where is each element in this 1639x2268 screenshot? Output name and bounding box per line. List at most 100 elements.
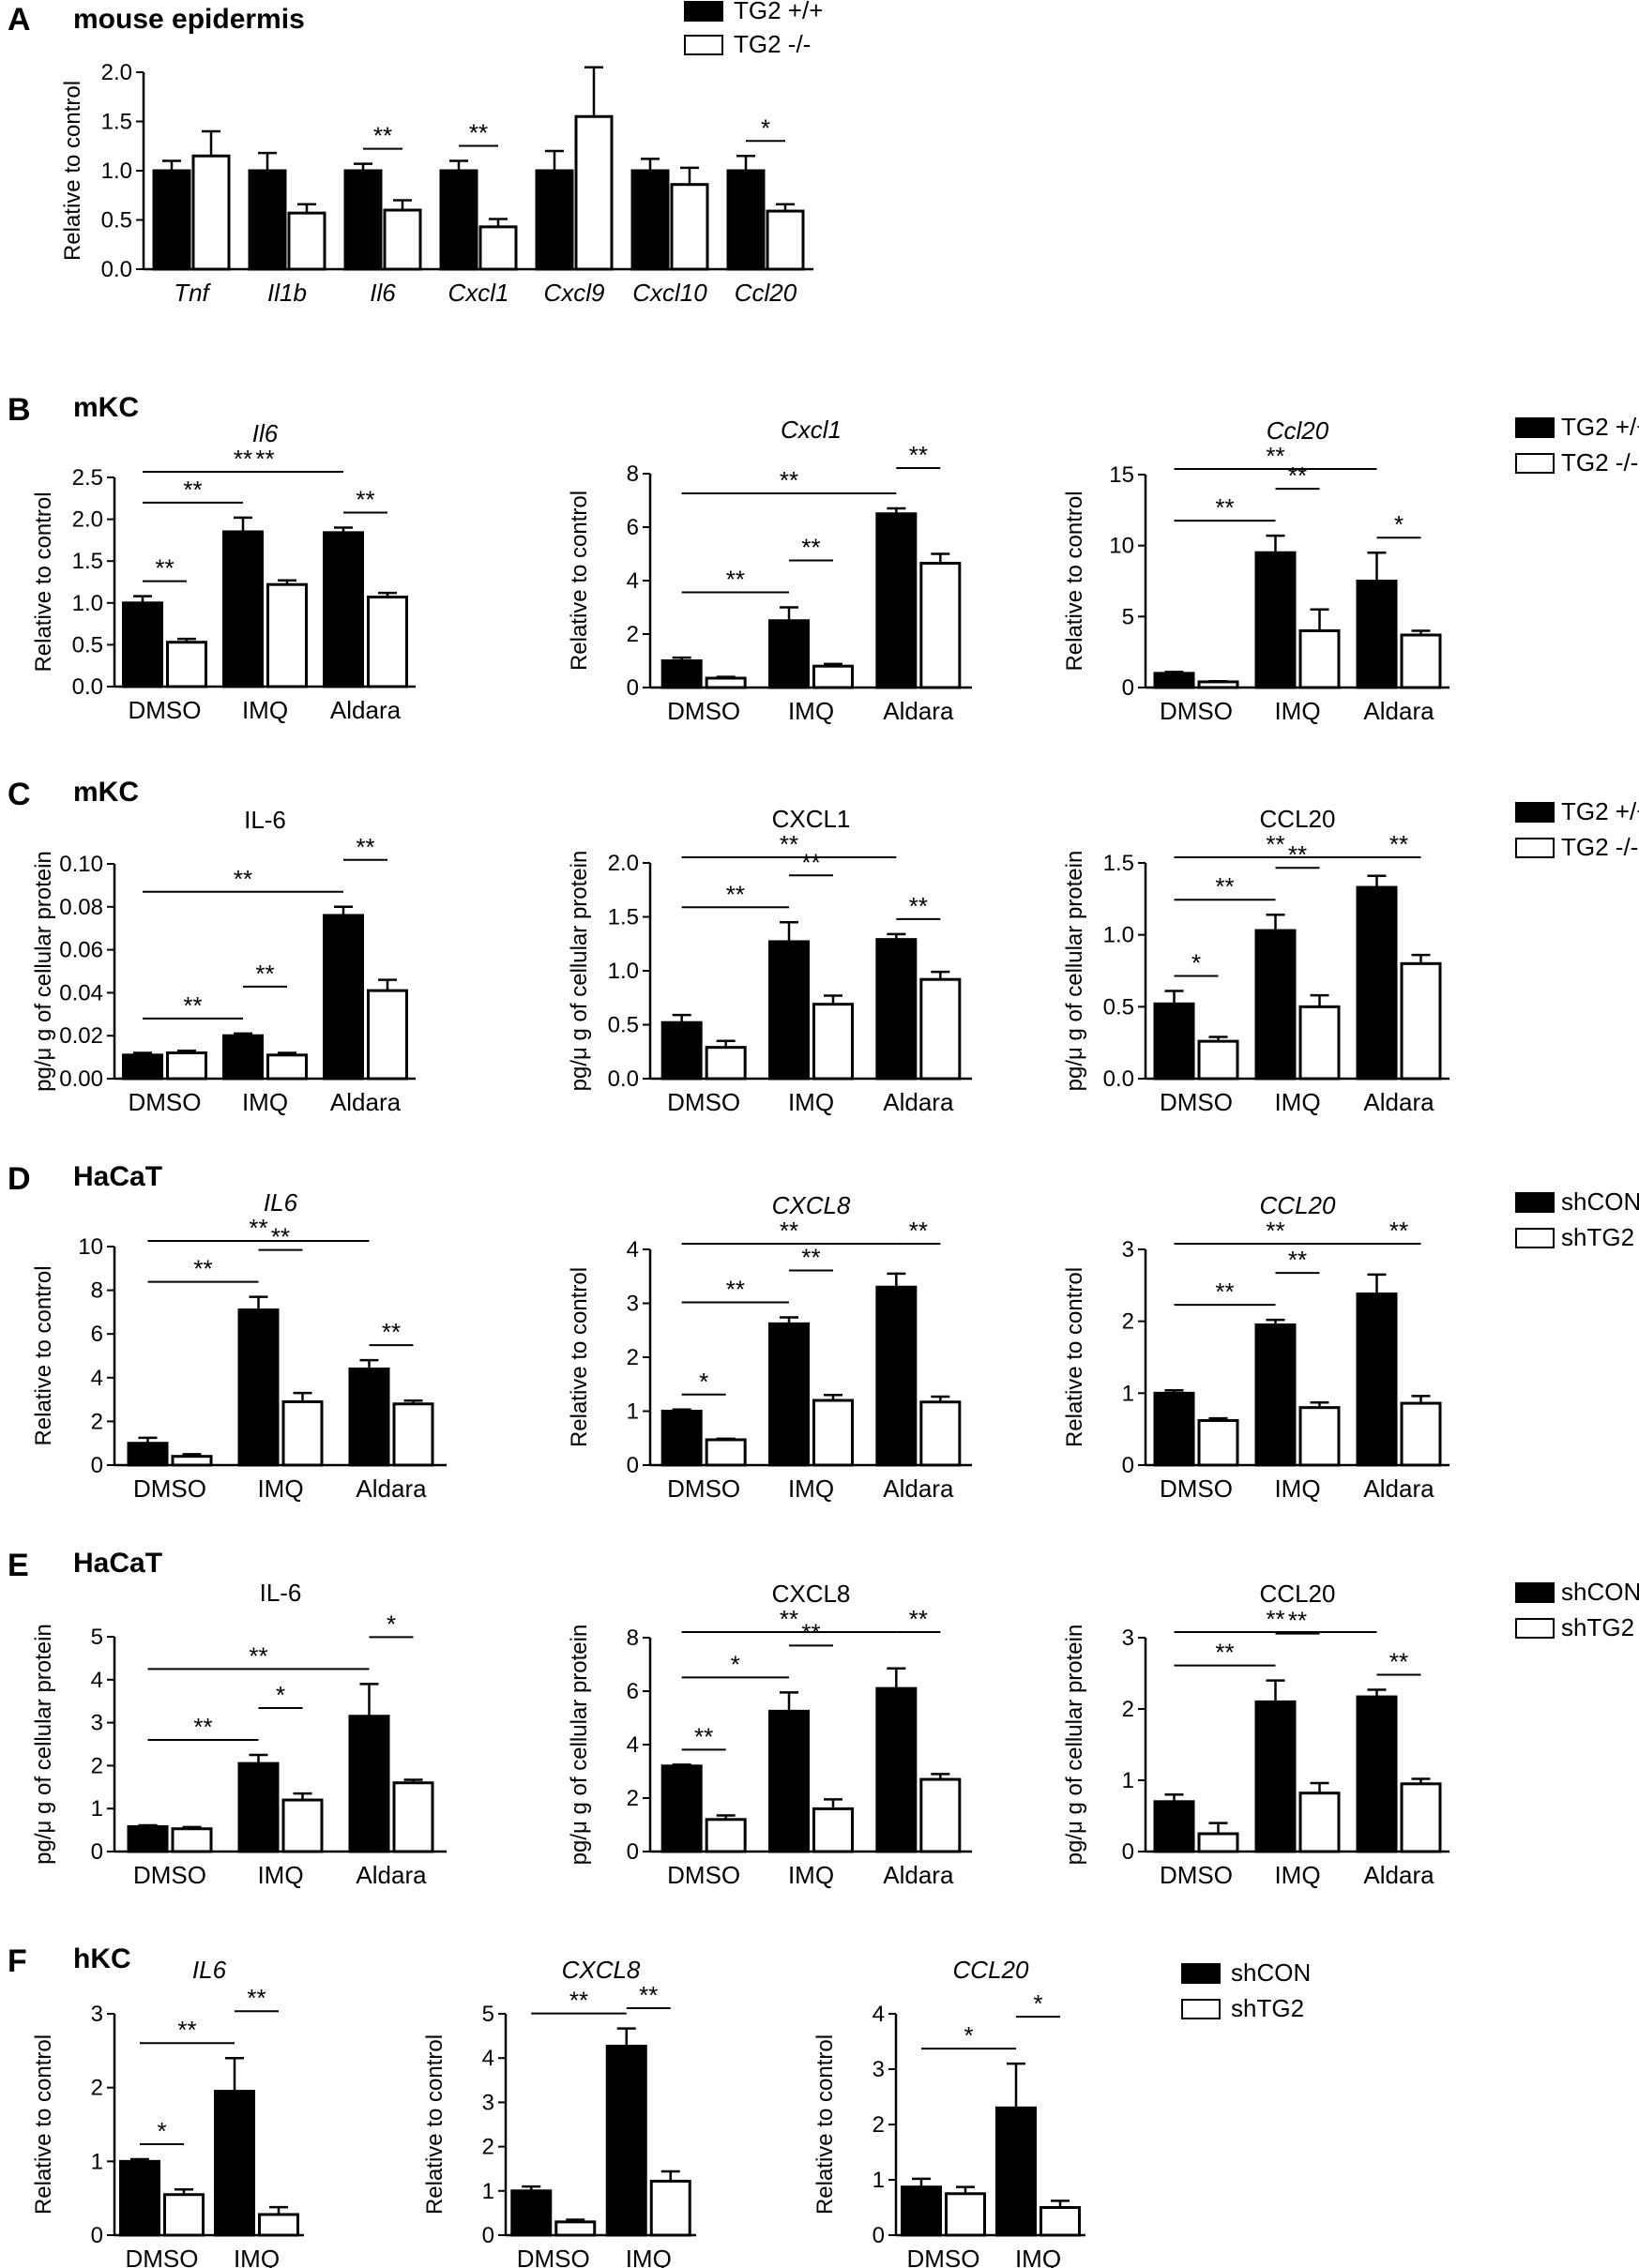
category-label: IMQ [788, 1861, 834, 1889]
category-label: IMQ [788, 697, 834, 725]
y-tick-label: 0.5 [101, 208, 132, 234]
y-tick-label: 1.5 [608, 905, 639, 930]
bar-open [171, 1455, 213, 1467]
y-tick-label: 5 [1122, 604, 1134, 629]
y-tick-label: 1.0 [101, 159, 132, 184]
significance-label: * [761, 113, 770, 142]
bar-open [670, 183, 709, 271]
y-tick-label: 3 [873, 2057, 885, 2082]
significance-label: ** [780, 1217, 798, 1245]
y-axis-label: Relative to control [422, 2034, 448, 2215]
significance-label: ** [155, 554, 174, 582]
significance-label: ** [569, 1987, 588, 2015]
legend-d-label-0: shCON [1561, 1187, 1639, 1216]
legend-f: shCON shTG2 [1181, 1958, 1311, 2022]
significance-label: ** [1288, 1607, 1307, 1635]
bar-open [766, 209, 805, 271]
y-tick-label: 3 [91, 2002, 103, 2027]
bar-open [812, 1003, 854, 1081]
legend-b: TG2 +/+ TG2 -/- [1515, 413, 1639, 476]
bar-open [705, 1818, 747, 1853]
category-label: Aldara [1363, 697, 1434, 725]
bar-open [1040, 2206, 1081, 2237]
y-tick-label: 0 [627, 675, 639, 701]
category-label: DMSO [129, 696, 202, 724]
cell-label-b: mKC [73, 392, 139, 423]
y-tick-label: 4 [91, 1668, 103, 1693]
y-tick-label: 2 [873, 2112, 885, 2138]
significance-label: ** [193, 1255, 212, 1283]
category-label: IMQ [257, 1474, 303, 1503]
bar-filled [323, 914, 364, 1081]
y-tick-label: 0.10 [59, 852, 103, 877]
y-tick-label: 0 [627, 1839, 639, 1865]
bar-open [705, 676, 747, 689]
category-label: IMQ [257, 1861, 303, 1889]
y-tick-label: 5 [482, 2002, 494, 2027]
y-tick-label: 8 [91, 1278, 103, 1304]
y-tick-label: 4 [627, 568, 639, 594]
chart-title: CXCL1 [772, 805, 851, 833]
cell-label-e: HaCaT [73, 1548, 162, 1579]
y-tick-label: 0.5 [72, 632, 103, 658]
category-label: DMSO [1160, 1861, 1233, 1889]
category-label: IMQ [1274, 1474, 1320, 1503]
bar-filled [248, 169, 287, 271]
significance-label: ** [1215, 1639, 1234, 1667]
significance-label: ** [356, 486, 374, 514]
legend-e-label-0: shCON [1561, 1578, 1639, 1606]
significance-label: ** [234, 865, 252, 893]
bar-filled [1356, 1695, 1398, 1853]
category-label: Aldara [330, 696, 402, 724]
y-tick-label: 2 [91, 1753, 103, 1778]
y-tick-label: 2.5 [72, 465, 103, 491]
category-label: DMSO [907, 2245, 980, 2268]
category-label: DMSO [1160, 1474, 1233, 1503]
chart-b-il6: 0.0 0.5 1.0 1.5 2.0 2.5 Relative to control Il6… [31, 419, 416, 724]
bar-open [1197, 1832, 1239, 1853]
bar-filled [1254, 929, 1297, 1081]
chart-c-cxcl1: 0.0 0.5 1.0 1.5 2.0 pg/μ g of cellular protei… [567, 805, 972, 1116]
significance-label: ** [694, 1722, 713, 1750]
significance-label: * [157, 2117, 166, 2145]
significance-label: ** [780, 830, 798, 858]
y-tick-label: 1 [91, 2149, 103, 2174]
significance-label: ** [183, 991, 202, 1020]
bar-open [1197, 1418, 1239, 1467]
y-tick-label: 0.04 [59, 980, 103, 1005]
bar-open [392, 1402, 434, 1467]
bar-open [1400, 1782, 1442, 1853]
y-tick-label: 1.0 [608, 959, 639, 984]
y-tick-label: 10 [78, 1234, 103, 1260]
panel-letter-f: F [8, 1943, 27, 1979]
bar-open [171, 1827, 213, 1853]
chart-title: IL-6 [244, 806, 286, 834]
y-tick-label: 2 [91, 2076, 103, 2101]
chart-title: CCL20 [1260, 1580, 1336, 1608]
y-tick-label: 0 [873, 2223, 885, 2248]
bar-open [1197, 1039, 1239, 1081]
bar-filled [901, 2185, 942, 2237]
y-tick-label: 3 [627, 1292, 639, 1317]
bar-filled [237, 1308, 280, 1467]
bar-open [281, 1399, 324, 1467]
bar-open [166, 641, 207, 688]
legend-b-label-0: TG2 +/+ [1561, 413, 1639, 441]
chart-title: CCL20 [953, 1956, 1029, 1984]
significance-label: * [731, 1650, 740, 1678]
category-label: IMQ [788, 1474, 834, 1503]
category-label: IMQ [626, 2245, 672, 2268]
y-tick-label: 0 [627, 1453, 639, 1478]
y-tick-label: 3 [482, 2090, 494, 2115]
y-tick-label: 0.08 [59, 895, 103, 920]
category-label: IMQ [788, 1088, 834, 1116]
chart-title: CCL20 [1260, 1191, 1336, 1219]
category-label: DMSO [517, 2245, 590, 2268]
significance-label: ** [909, 1217, 928, 1245]
significance-label: ** [726, 566, 745, 594]
chart-b-cxcl1: 0 2 4 6 8 Relative to control Cxcl1 DMSO IMQ Alda… [567, 416, 972, 725]
chart-title: CXCL8 [772, 1191, 851, 1219]
y-tick-label: 0 [91, 2223, 103, 2248]
y-tick-label: 1 [482, 2179, 494, 2204]
